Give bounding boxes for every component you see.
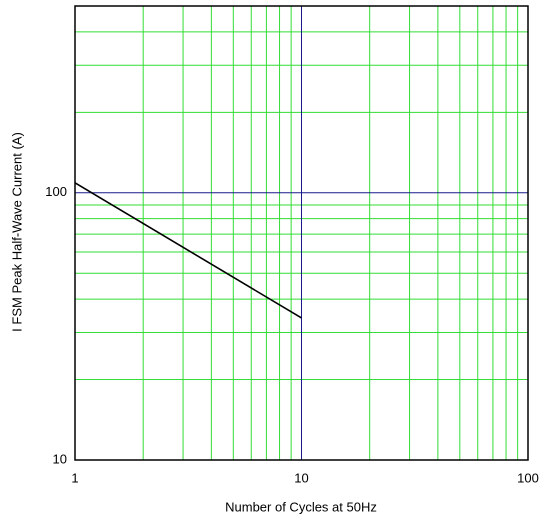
y-tick-label: 10 [53,451,67,466]
x-tick-label: 1 [71,470,78,485]
y-tick-label: 100 [45,184,67,199]
plot-frame [74,5,529,461]
series-line [74,182,302,319]
x-tick-label: 10 [294,470,308,485]
x-tick-label: 100 [517,470,539,485]
x-axis-label: Number of Cycles at 50Hz [225,499,377,514]
y-axis-label: I FSM Peak Half-Wave Current (A) [9,132,24,332]
